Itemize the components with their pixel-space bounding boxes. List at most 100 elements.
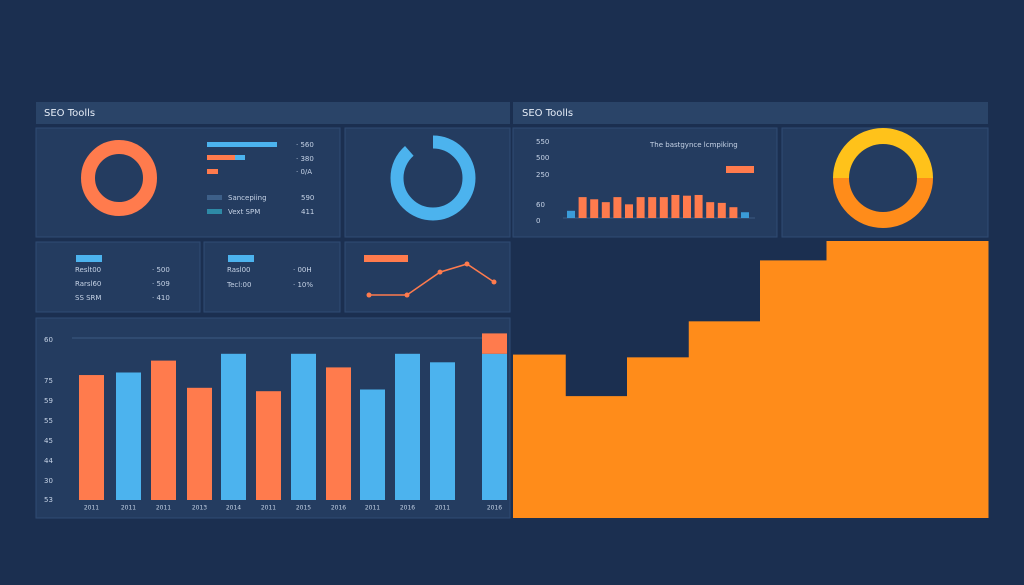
x-tick-label: 2011 [365,505,380,512]
y-tick-label: 44 [44,457,53,465]
donut [390,135,476,221]
step [513,354,566,518]
card [781,127,989,238]
x-tick-label: 2011 [121,505,136,512]
row-label: Rarsl60 [75,280,101,288]
bar [683,195,691,218]
point [404,292,410,298]
bar [326,367,351,500]
bar [636,197,645,218]
bar [395,353,420,500]
row-label: Sancepiing [228,194,267,202]
header-title: SEO Toolls [522,108,573,119]
legend-value: · 560 [296,141,314,149]
point [464,261,470,267]
x-tick-label: 2011 [84,505,99,512]
card [35,241,201,313]
x-tick-label: 2014 [226,505,241,512]
bar [187,387,212,500]
bar [694,194,703,218]
bar [729,207,738,218]
stat-bar [76,255,102,262]
card [344,127,511,238]
legend-bar [207,155,235,160]
bar [430,362,455,500]
row-value: · 10% [293,281,313,289]
bar [360,389,385,500]
bar [625,204,633,218]
chart-title: The bastgynce lcmpiking [649,141,738,149]
donut-half [833,128,933,178]
card [512,127,778,238]
x-tick-label: 2011 [435,505,450,512]
bar [221,353,246,500]
bar [601,202,610,218]
row-label: Tecl:00 [226,281,251,289]
legend-value: · 0/A [296,168,312,176]
bar [116,372,141,500]
step [760,260,827,518]
y-tick-label: 550 [536,138,549,146]
y-tick-label: 55 [44,417,53,425]
donut [81,140,157,216]
bar [291,353,316,500]
row-value: 590 [301,194,314,202]
y-tick-label: 53 [44,496,53,504]
bar [648,197,657,218]
legend-value: · 380 [296,155,314,163]
bar [151,360,176,500]
x-tick-label: 2016 [400,505,415,512]
y-tick-label: 60 [44,336,53,344]
x-tick-label: 2016 [331,505,346,512]
x-tick-label: 2013 [192,505,207,512]
legend-swatch [726,166,754,173]
y-tick-label: 59 [44,397,53,405]
bar [256,391,281,500]
card [203,241,341,313]
donut-half [833,178,933,228]
x-tick-label: 2016 [487,505,502,512]
bar [706,202,715,218]
card [344,241,511,313]
bar [79,375,104,500]
point [366,292,372,298]
legend-swatch [207,209,222,214]
row-label: Vext SPM [228,208,260,216]
x-tick-label: 2011 [261,505,276,512]
legend-bar [207,142,277,147]
header-bar [36,102,510,124]
x-tick-label: 2015 [296,505,311,512]
bar [482,353,507,500]
row-value: · 500 [152,266,170,274]
bar-cap [482,333,507,354]
legend-bar [235,155,245,160]
bar [671,194,680,218]
y-tick-label: 75 [44,377,53,385]
row-value: · 410 [152,294,170,302]
bar [578,197,587,218]
legend-swatch [207,195,222,200]
bar [741,212,749,218]
y-tick-label: 500 [536,154,549,162]
bar [613,197,622,218]
step [565,396,628,518]
legend-swatch [364,255,408,262]
step [627,357,690,518]
y-tick-label: 30 [44,477,53,485]
stat-bar [228,255,254,262]
y-tick-label: 250 [536,171,549,179]
header-title: SEO Toolls [44,108,95,119]
y-tick-label: 0 [536,217,540,225]
y-tick-label: 45 [44,437,53,445]
x-tick-label: 2011 [156,505,171,512]
legend-bar [207,169,218,174]
bar [567,210,575,218]
row-value: · 00H [293,266,312,274]
bar [590,199,599,218]
point [437,269,443,275]
row-label: Reslt00 [75,266,101,274]
row-label: SS SRM [75,294,101,302]
point [491,279,497,285]
row-label: Rasl00 [227,266,251,274]
